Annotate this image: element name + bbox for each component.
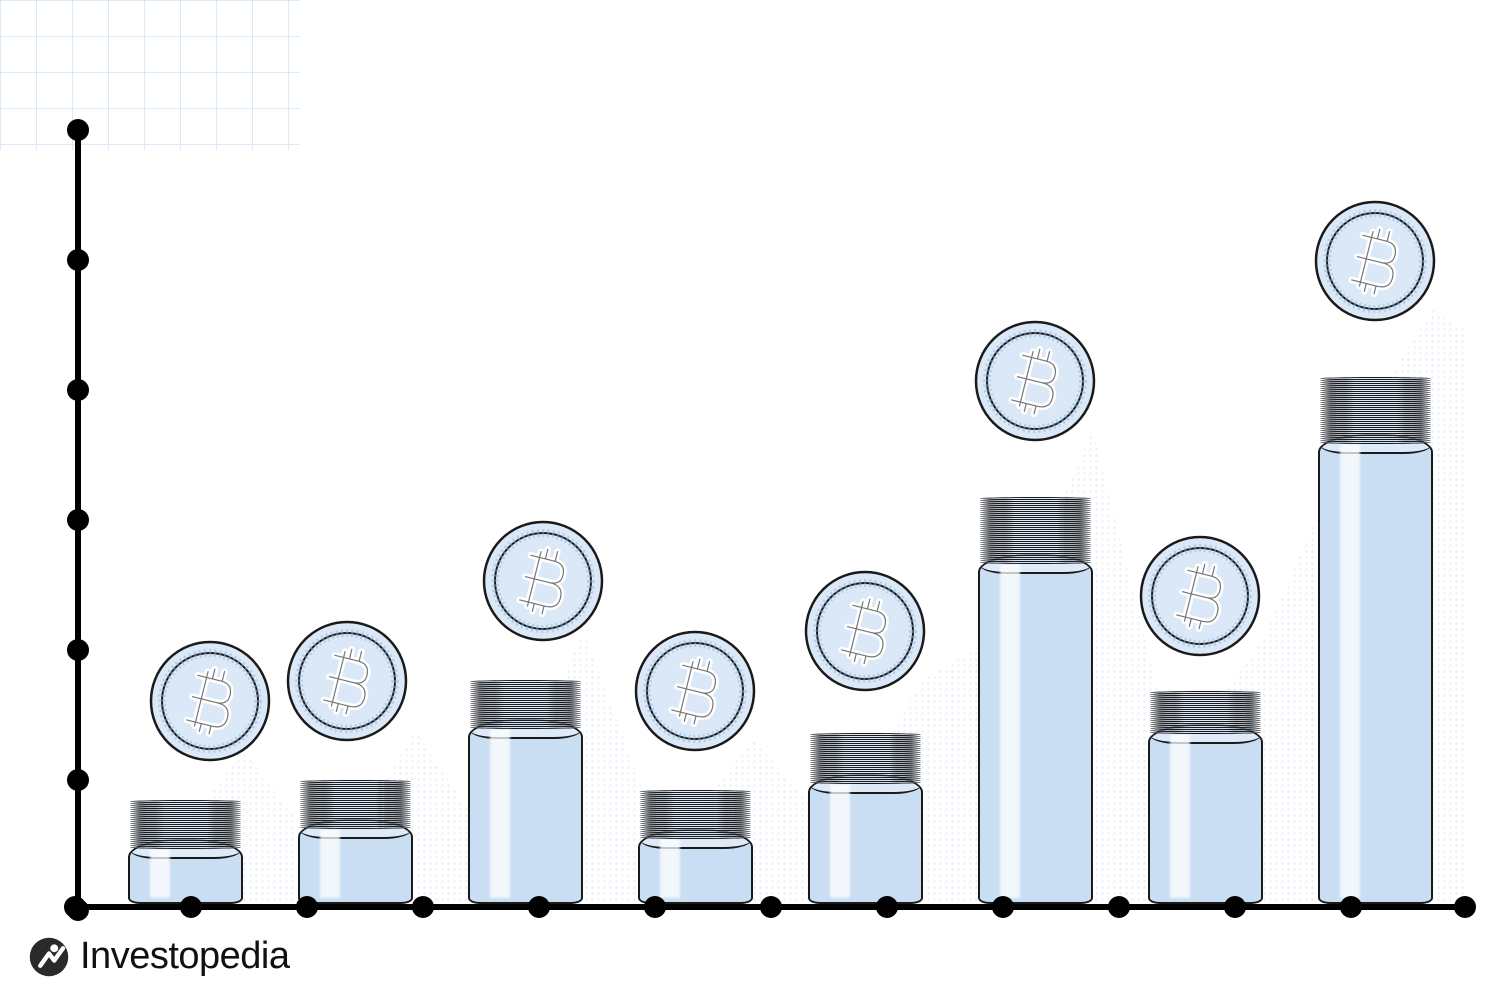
bitcoin-coin-icon: [286, 620, 408, 742]
x-axis-tick-dot: [64, 896, 86, 918]
bitcoin-coin-icon: [1139, 535, 1261, 657]
x-axis-tick-dot: [1454, 896, 1476, 918]
chart-column: [1318, 314, 1433, 904]
coin-stack: [470, 681, 581, 729]
brand-name: Investopedia: [80, 935, 290, 978]
grid-background: [0, 0, 300, 150]
chart-column: [128, 754, 243, 904]
column-cylinder: [808, 774, 923, 904]
x-axis-tick-dot: [180, 896, 202, 918]
chart-column: [978, 434, 1093, 904]
coin-stack: [980, 498, 1091, 564]
y-axis-tick-dot: [67, 249, 89, 271]
x-axis-tick-dot: [528, 896, 550, 918]
chart-column: [638, 744, 753, 904]
x-axis-tick-dot: [1340, 896, 1362, 918]
x-axis-tick-dot: [760, 896, 782, 918]
chart-column: [468, 634, 583, 904]
column-cylinder: [638, 829, 753, 904]
brand-logo: Investopedia: [28, 935, 290, 978]
y-axis-tick-dot: [67, 119, 89, 141]
column-cylinder: [1318, 434, 1433, 904]
x-axis-tick-dot: [992, 896, 1014, 918]
column-cylinder: [468, 719, 583, 904]
column-cylinder: [1148, 724, 1263, 904]
coin-stack: [130, 801, 241, 849]
coin-stack: [640, 791, 751, 839]
y-axis-tick-dot: [67, 769, 89, 791]
chart-column: [298, 734, 413, 904]
x-axis-tick-dot: [644, 896, 666, 918]
bitcoin-coin-icon: [804, 570, 926, 692]
x-axis-tick-dot: [1108, 896, 1130, 918]
investopedia-icon: [28, 936, 70, 978]
y-axis-tick-dot: [67, 379, 89, 401]
bitcoin-coin-icon: [482, 520, 604, 642]
y-axis-tick-dot: [67, 639, 89, 661]
bitcoin-coin-icon: [974, 320, 1096, 442]
bitcoin-coin-icon: [1314, 200, 1436, 322]
x-axis-tick-dot: [412, 896, 434, 918]
chart-column: [808, 684, 923, 904]
column-cylinder: [978, 554, 1093, 904]
x-axis-tick-dot: [1224, 896, 1246, 918]
chart-plot-area: [75, 130, 1465, 910]
x-axis-tick-dot: [296, 896, 318, 918]
bitcoin-coin-icon: [634, 630, 756, 752]
coin-stack: [810, 734, 921, 784]
bitcoin-coin-icon: [149, 640, 271, 762]
y-axis-tick-dot: [67, 509, 89, 531]
coin-stack: [1320, 378, 1431, 444]
coin-stack: [300, 781, 411, 829]
column-cylinder: [298, 819, 413, 904]
x-axis-tick-dot: [876, 896, 898, 918]
chart-column: [1148, 649, 1263, 904]
coin-stack: [1150, 692, 1261, 734]
